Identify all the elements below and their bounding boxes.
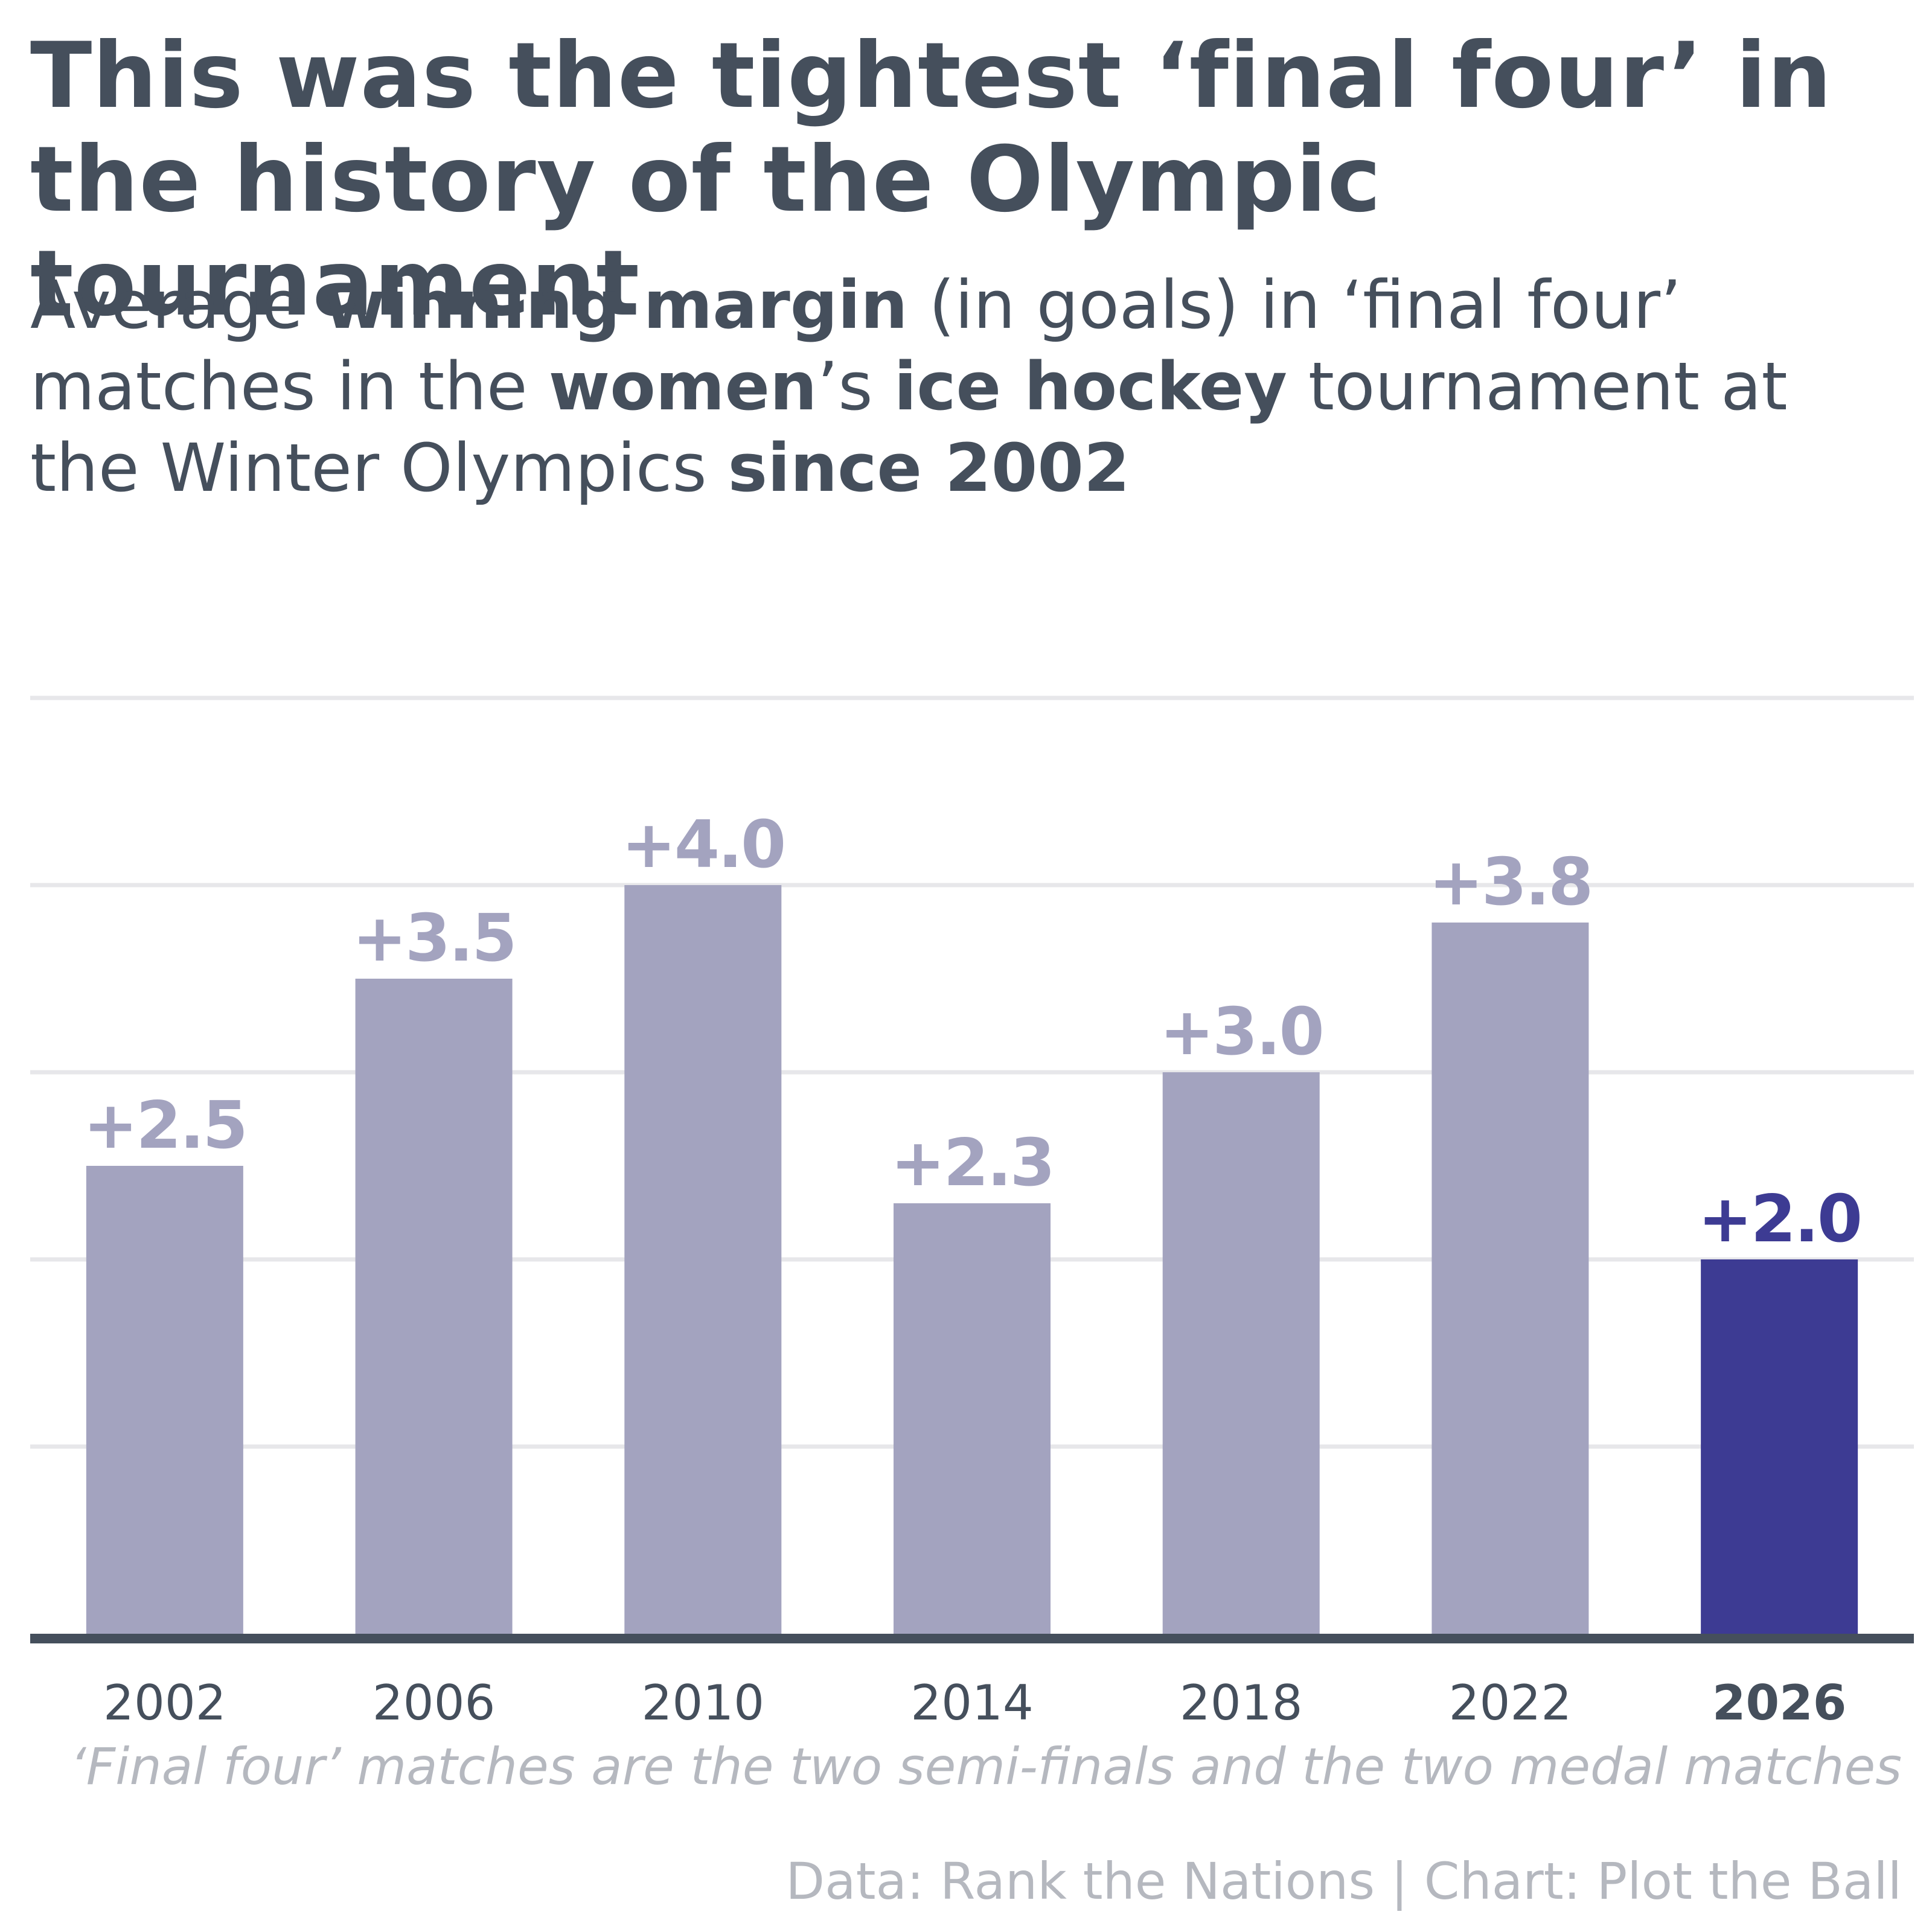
subtitle-part: winning margin (324, 266, 908, 344)
data-label-2002: +2.5 (83, 1088, 246, 1163)
chart-title: This was the tightest ‘final four’ in th… (30, 24, 1832, 336)
subtitle-part: (in goals) in ‘final four’ matches in th… (30, 266, 1682, 425)
x-tick-label-2010: 2010 (641, 1675, 764, 1727)
subtitle-part: ’s (817, 348, 894, 425)
bar-2026 (1701, 1259, 1858, 1634)
x-tick-label-2006: 2006 (373, 1675, 496, 1727)
x-tick-labels: 2002 2006 2010 2014 2018 2022 2026 (103, 1675, 1846, 1727)
x-tick-label-2002: 2002 (103, 1675, 226, 1727)
data-labels: +2.5 +3.5 +4.0 +2.3 +3.0 +3.8 +2.0 (83, 807, 1863, 1257)
bar-chart: +2.5 +3.5 +4.0 +2.3 +3.0 +3.8 +2.0 2002 2006 201… (30, 696, 1914, 1727)
data-label-2026: +2.0 (1698, 1182, 1861, 1257)
bars (86, 885, 1858, 1634)
data-label-2010: +4.0 (621, 807, 784, 883)
bar-2002 (86, 1166, 243, 1634)
subtitle-part: since 2002 (728, 429, 1130, 507)
x-tick-label-2026: 2026 (1712, 1675, 1847, 1727)
data-label-2022: +3.8 (1429, 845, 1592, 920)
data-label-2006: +3.5 (353, 901, 516, 976)
footnote: ‘Final four’ matches are the two semi-fi… (70, 1737, 1902, 1796)
x-tick-label-2014: 2014 (910, 1675, 1034, 1727)
x-tick-label-2022: 2022 (1449, 1675, 1572, 1727)
subtitle-part: tournament at the Winter Olympics (30, 348, 1788, 507)
source-credit: Data: Rank the Nations | Chart: Plot the… (785, 1852, 1902, 1911)
data-label-2014: +2.3 (891, 1125, 1054, 1201)
x-tick-label-2018: 2018 (1180, 1675, 1303, 1727)
bar-2018 (1162, 1072, 1320, 1634)
bar-2006 (355, 979, 513, 1634)
subtitle-part: ice hockey (894, 348, 1287, 425)
bar-2014 (894, 1203, 1051, 1634)
subtitle-part: women (548, 348, 817, 425)
chart-subtitle: Average winning margin (in goals) in ‘fi… (30, 264, 1914, 509)
subtitle-part: Average (30, 266, 324, 344)
bar-2010 (624, 885, 782, 1634)
bar-2022 (1431, 923, 1589, 1634)
data-label-2018: +3.0 (1160, 994, 1323, 1070)
